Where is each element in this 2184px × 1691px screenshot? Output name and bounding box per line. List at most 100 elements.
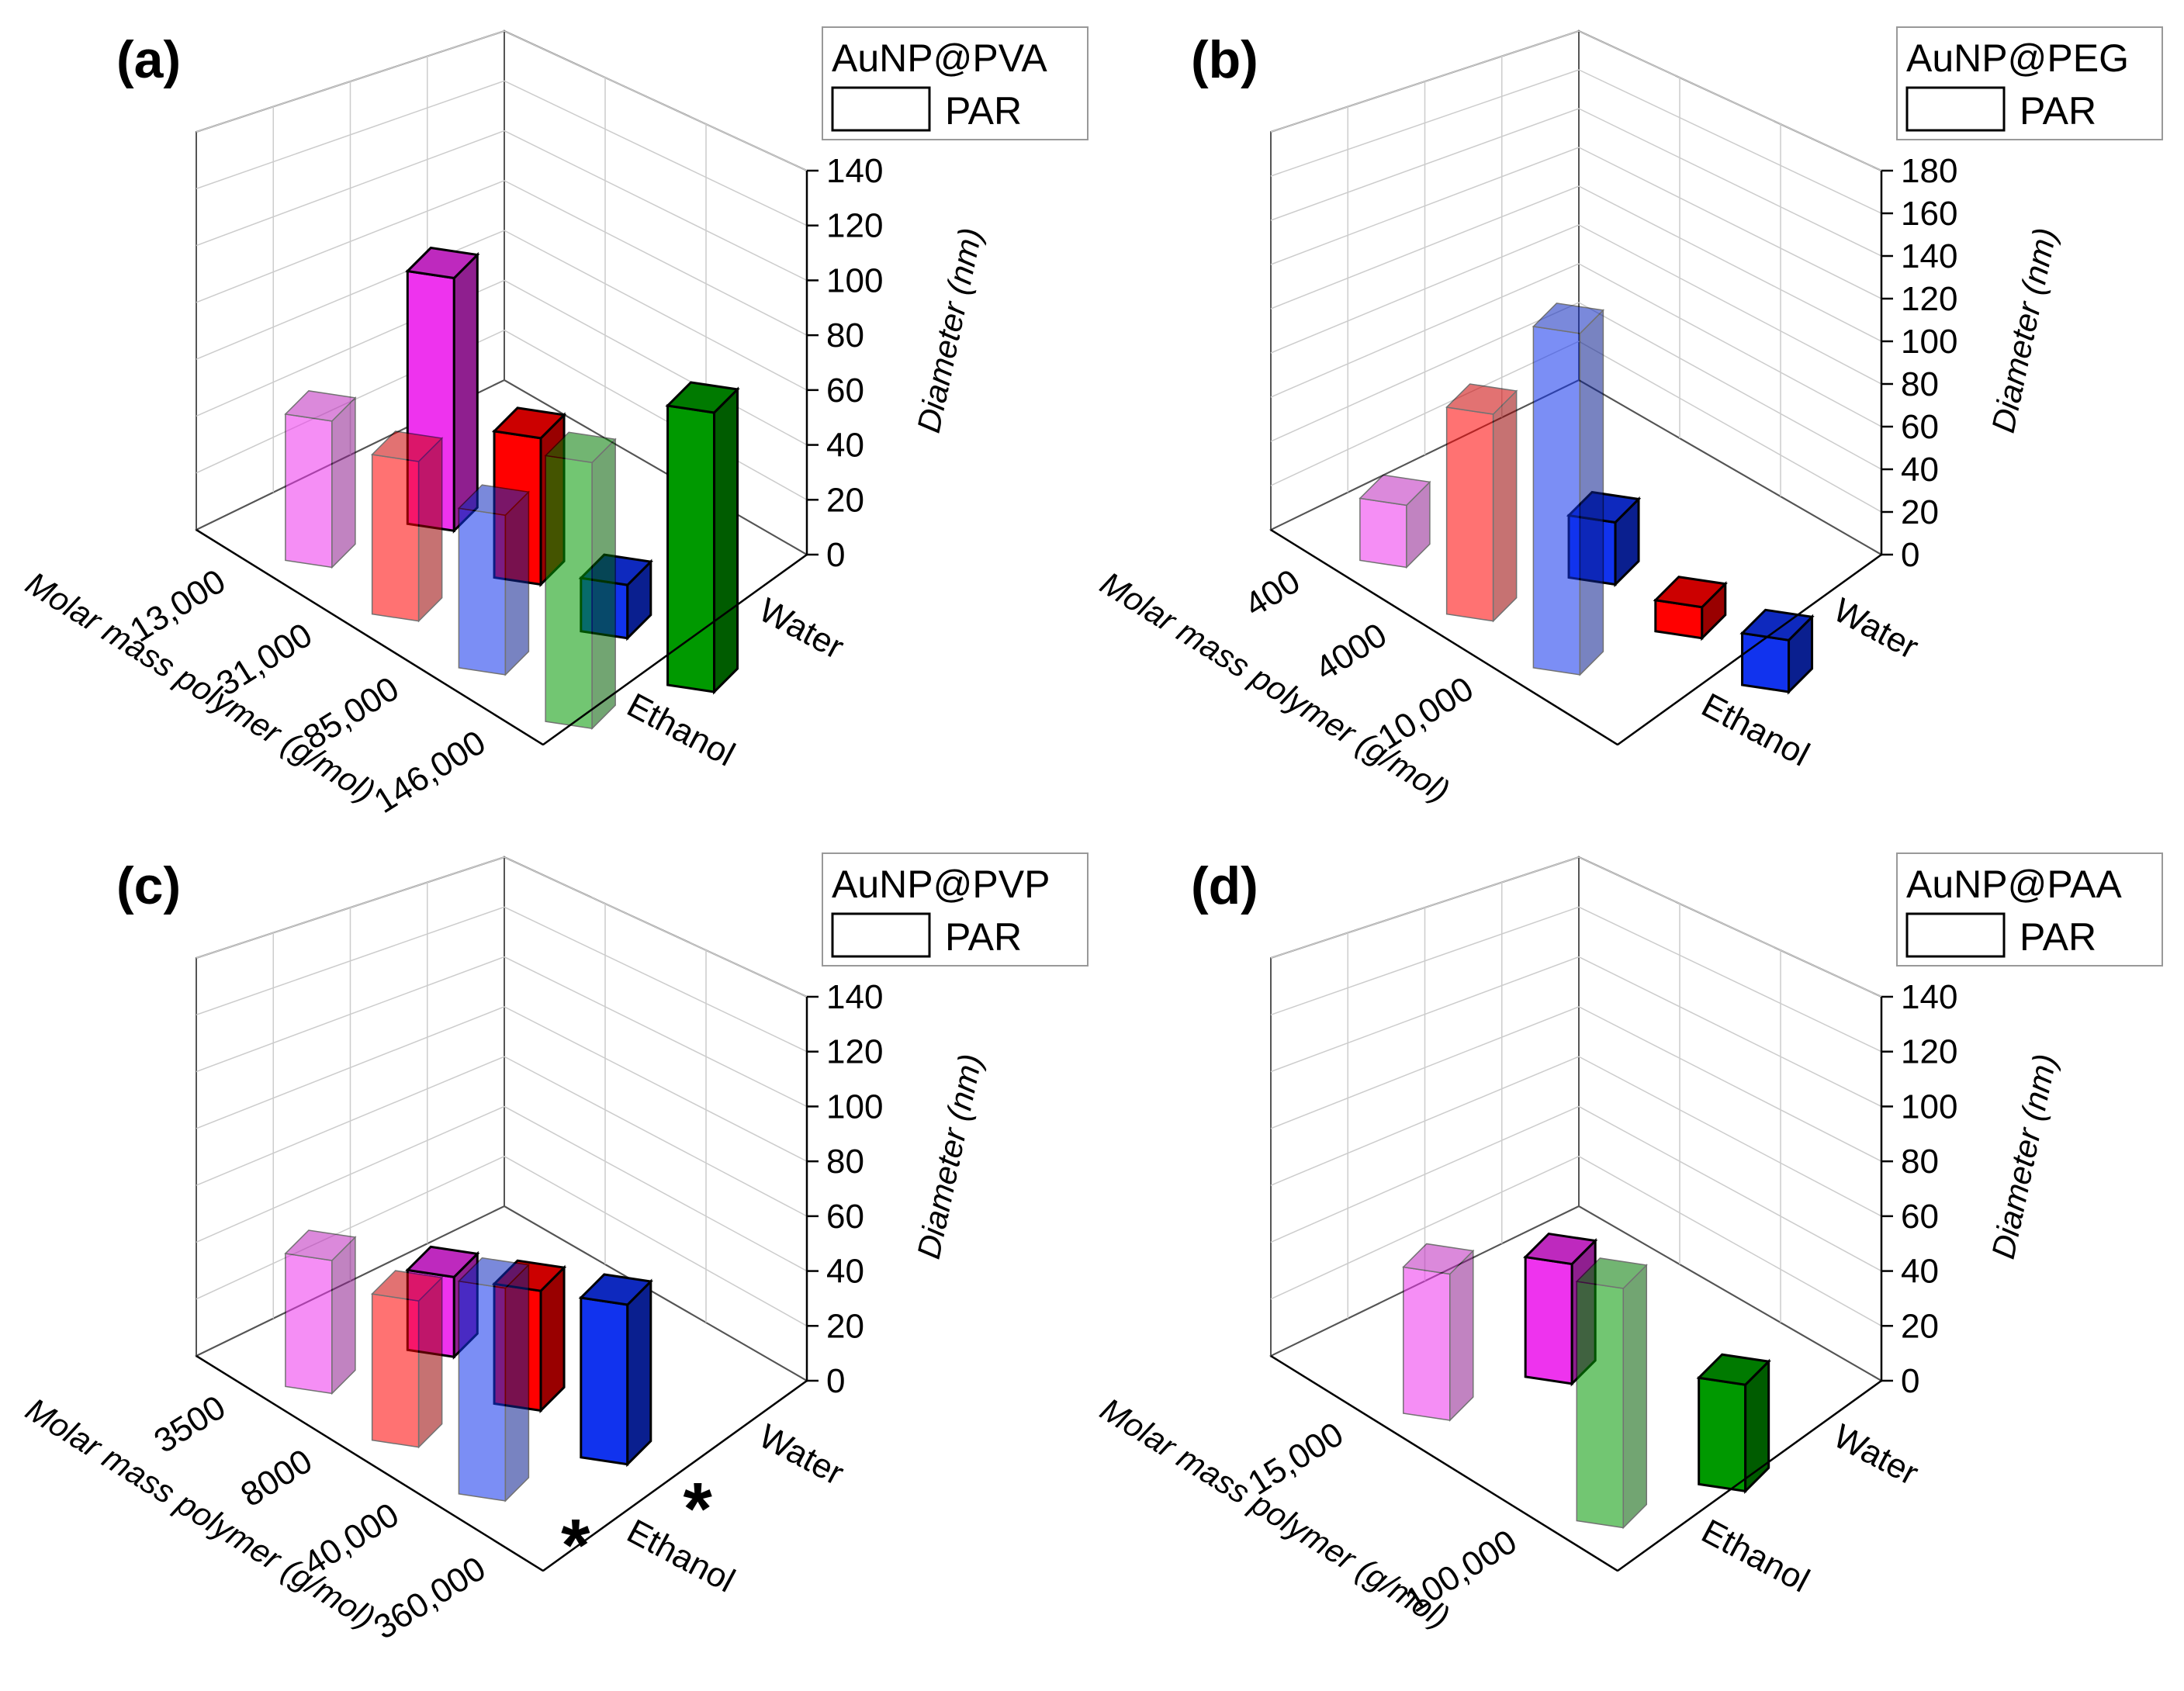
- bar-front-face: [1524, 1255, 1573, 1385]
- bar-water-2: [1696, 1353, 1771, 1494]
- y-axis-title: Diameter (nm): [1985, 1051, 2064, 1262]
- panel-label: (d): [1191, 856, 1258, 915]
- legend-entry: PAR: [945, 915, 1022, 959]
- bar-ethanol-2: [371, 1270, 444, 1449]
- bar-front-face: [285, 1253, 333, 1395]
- bar-front-face: [1576, 1281, 1625, 1529]
- z-tick-label: Water: [1827, 591, 1924, 667]
- y-tick-label: 0: [826, 1362, 845, 1400]
- bar-top-face: [491, 406, 567, 440]
- wall-gridline: [504, 330, 808, 500]
- wall-gridline: [1578, 302, 1882, 470]
- y-tick-label: 40: [1901, 1253, 1939, 1291]
- wall-gridline: [504, 1105, 808, 1272]
- bar-water-3: [1653, 576, 1728, 641]
- bar-side-face: [1492, 389, 1518, 623]
- bar-front-face: [371, 1293, 420, 1448]
- legend-title: AuNP@PVA: [832, 36, 1047, 80]
- x-tick-label: 146,000: [368, 723, 493, 821]
- bar-side-face: [1579, 309, 1604, 676]
- wall-gridline: [1578, 856, 1882, 998]
- bar-ethanol-1: [1359, 474, 1431, 569]
- legend: AuNP@PVA PAR: [822, 26, 1089, 140]
- wall-gridline: [1578, 956, 1882, 1108]
- bar-top-face: [665, 381, 740, 414]
- wall-gridline: [1578, 1105, 1882, 1272]
- bar-side-face: [331, 1236, 356, 1395]
- wall-gridline: [1578, 1006, 1882, 1162]
- legend-entry: PAR: [2020, 89, 2096, 133]
- bar-top-face: [1445, 383, 1518, 415]
- wall-gridline: [1578, 30, 1882, 171]
- bar-front-face: [1445, 406, 1494, 622]
- x-tick-label: 3500: [147, 1388, 232, 1461]
- y-tick-label: 20: [1901, 493, 1939, 531]
- bar-side-face: [417, 437, 443, 623]
- bar-side-face: [539, 1264, 566, 1414]
- annotation-asterisk: *: [561, 1504, 590, 1587]
- z-tick-label: Water: [753, 591, 850, 667]
- legend-swatch: [831, 912, 931, 958]
- bar-front-face: [580, 1296, 629, 1466]
- y-tick-label: 140: [1901, 237, 1957, 275]
- bar-ethanol-1: [1402, 1243, 1475, 1422]
- bar-front-face: [1359, 497, 1407, 569]
- bar-front-face: [1741, 631, 1791, 693]
- y-tick-label: 0: [1901, 1362, 1919, 1400]
- bar-top-face: [284, 1229, 357, 1261]
- y-tick-label: 40: [1901, 451, 1939, 489]
- bar-top-face: [457, 484, 530, 517]
- z-tick-label: Ethanol: [1695, 686, 1815, 773]
- y-tick-label: 80: [1901, 1143, 1939, 1181]
- legend-swatch: [831, 86, 931, 132]
- legend-swatch: [1905, 86, 2006, 132]
- legend: AuNP@PAA PAR: [1896, 852, 2163, 967]
- bar-top-face: [284, 390, 357, 422]
- bar-front-face: [545, 455, 593, 730]
- bar-top-face: [1523, 1232, 1598, 1266]
- y-tick-label: 60: [826, 1198, 864, 1236]
- bar-ethanol-1: [284, 1229, 357, 1395]
- bar-top-face: [1402, 1243, 1475, 1275]
- x-axis-line: [1270, 1354, 1618, 1572]
- wall-gridline: [504, 1006, 808, 1162]
- x-tick-label: 8000: [234, 1442, 319, 1514]
- y-tick-label: 120: [826, 207, 883, 245]
- annotation-asterisk: *: [684, 1468, 713, 1551]
- bar-ethanol-2: [371, 431, 444, 623]
- bar-ethanol-3: [1532, 303, 1604, 676]
- y-tick-label: 120: [1901, 1033, 1957, 1071]
- z-axis-line: [1617, 1379, 1882, 1572]
- bar-top-face: [1359, 474, 1431, 507]
- panel-label: (a): [116, 30, 181, 89]
- bar-ethanol-4: [544, 431, 617, 730]
- wall-gridline: [504, 856, 808, 998]
- y-tick-label: 0: [826, 536, 845, 574]
- bar-top-face: [1532, 303, 1604, 334]
- wall-gridline: [1578, 147, 1882, 299]
- legend-entry: PAR: [945, 89, 1022, 133]
- z-tick-label: Water: [753, 1417, 850, 1493]
- legend-title: AuNP@PAA: [1906, 863, 2122, 906]
- y-tick-label: 60: [826, 372, 864, 410]
- bar-side-face: [331, 396, 356, 569]
- bar-side-face: [417, 1276, 443, 1449]
- bar-ethanol-2: [1575, 1257, 1648, 1530]
- bar-front-face: [1532, 326, 1581, 676]
- bar-top-face: [1696, 1353, 1771, 1386]
- bar-ethanol-2: [1445, 383, 1518, 623]
- bar-top-face: [371, 1270, 444, 1302]
- wall-gridline: [504, 30, 808, 171]
- y-axis-title: Diameter (nm): [910, 1051, 989, 1262]
- y-tick-label: 40: [826, 427, 864, 465]
- panel-label: (c): [116, 856, 181, 915]
- y-tick-label: 80: [826, 1143, 864, 1181]
- bar-top-face: [1653, 576, 1728, 609]
- bar-side-face: [591, 437, 616, 730]
- x-axis-line: [196, 1354, 544, 1572]
- bar-top-face: [371, 431, 444, 462]
- z-axis-line: [1617, 553, 1882, 746]
- z-tick-label: Ethanol: [621, 1512, 741, 1599]
